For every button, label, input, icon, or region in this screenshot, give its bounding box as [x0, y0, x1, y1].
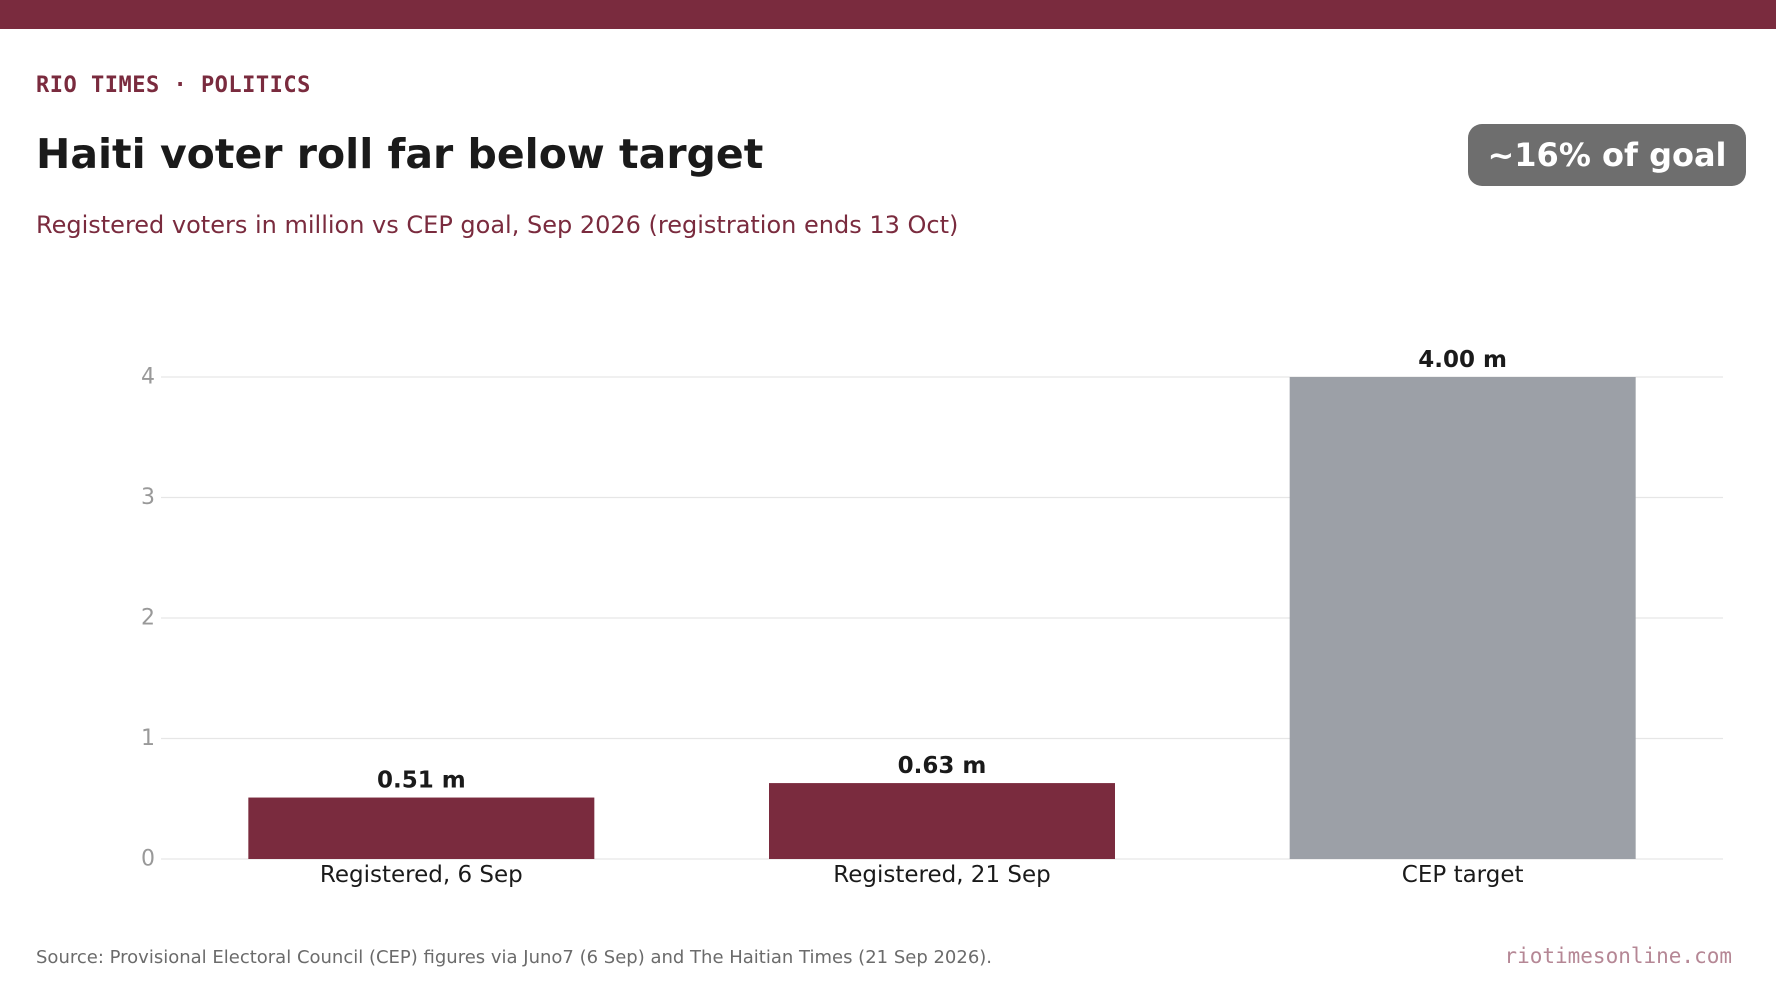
y-tick-label: 3 — [141, 485, 155, 510]
x-tick-label: CEP target — [1402, 862, 1524, 888]
site-url: riotimesonline.com — [1504, 944, 1732, 968]
top-brand-bar — [0, 0, 1776, 29]
bar — [248, 797, 595, 859]
chart-subtitle: Registered voters in million vs CEP goal… — [36, 211, 959, 239]
y-tick-label: 0 — [141, 847, 155, 872]
y-tick-label: 4 — [141, 365, 155, 390]
section-kicker: RIO TIMES · POLITICS — [36, 73, 311, 98]
x-tick-label: Registered, 21 Sep — [833, 862, 1051, 888]
y-tick-label: 1 — [141, 726, 155, 751]
chart-title: Haiti voter roll far below target — [36, 130, 764, 178]
bar-value-label: 0.51 m — [377, 768, 466, 794]
bar-value-label: 4.00 m — [1418, 347, 1507, 373]
goal-percentage-badge: ~16% of goal — [1468, 124, 1746, 186]
y-tick-label: 2 — [141, 606, 155, 631]
bar — [769, 783, 1115, 859]
source-note: Source: Provisional Electoral Council (C… — [36, 947, 993, 968]
bar — [1289, 377, 1636, 859]
bar-value-label: 0.63 m — [898, 753, 987, 779]
x-tick-label: Registered, 6 Sep — [320, 862, 523, 888]
